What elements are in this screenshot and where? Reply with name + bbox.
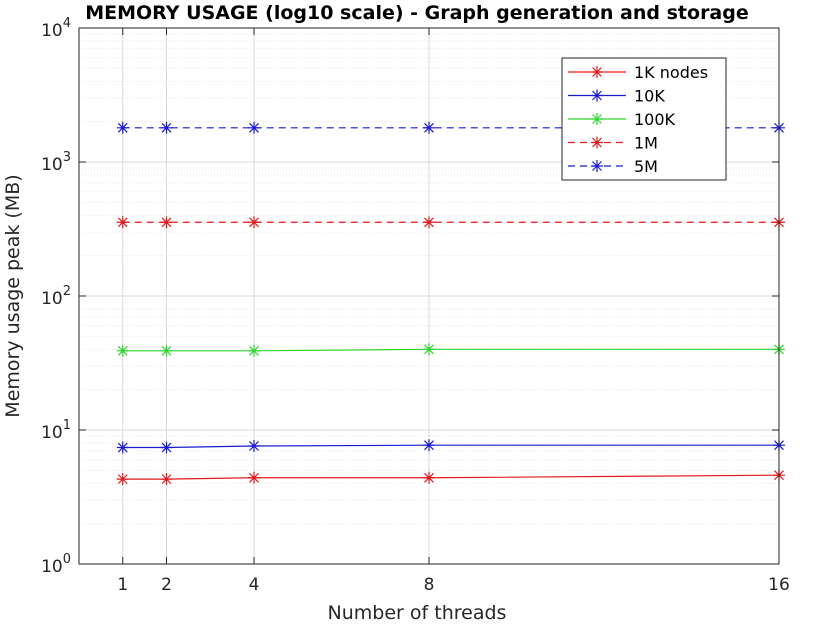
x-tick-label: 16 bbox=[768, 575, 790, 595]
data-point-marker bbox=[423, 343, 435, 356]
data-point-marker bbox=[248, 439, 260, 452]
legend-label: 10K bbox=[634, 87, 665, 106]
data-point-marker bbox=[248, 344, 260, 357]
y-tick-label-exponent: 3 bbox=[63, 150, 71, 165]
series-line bbox=[122, 348, 779, 352]
legend-label: 100K bbox=[634, 110, 676, 129]
y-tick-label: 104 bbox=[41, 16, 71, 41]
y-tick-label-base: 10 bbox=[41, 21, 63, 41]
legend-marker bbox=[591, 66, 603, 78]
data-point-marker bbox=[116, 216, 129, 229]
data-point-marker bbox=[116, 344, 129, 357]
x-axis-label: Number of threads bbox=[328, 602, 507, 624]
series-line bbox=[122, 474, 780, 480]
data-point-marker bbox=[160, 441, 173, 454]
legend-marker bbox=[591, 136, 603, 149]
legend-label: 1M bbox=[634, 134, 658, 153]
data-point-marker bbox=[423, 471, 435, 484]
y-axis-label: Memory usage peak (MB) bbox=[2, 174, 24, 417]
data-point-marker bbox=[160, 473, 173, 486]
series-1m bbox=[116, 216, 785, 229]
data-point-marker bbox=[116, 121, 129, 134]
series-1k-nodes bbox=[116, 469, 785, 486]
data-point-marker bbox=[160, 121, 173, 134]
legend-item[interactable]: 100K bbox=[568, 110, 676, 129]
chart-title: MEMORY USAGE (log10 scale) - Graph gener… bbox=[85, 2, 749, 24]
legend-item[interactable]: 1K nodes bbox=[568, 63, 708, 82]
y-tick-label-base: 10 bbox=[41, 557, 63, 577]
y-tick-label-base: 10 bbox=[41, 155, 63, 175]
data-point-marker bbox=[248, 471, 260, 484]
legend-marker bbox=[591, 113, 603, 125]
x-tick-label: 2 bbox=[161, 575, 172, 595]
legend-item[interactable]: 1M bbox=[568, 134, 658, 153]
data-point-marker bbox=[160, 216, 173, 229]
x-tick-label: 4 bbox=[249, 575, 260, 595]
y-tick-label-exponent: 2 bbox=[63, 284, 71, 299]
data-point-marker bbox=[116, 473, 129, 486]
data-point-marker bbox=[248, 216, 260, 229]
x-tick-label: 1 bbox=[117, 575, 128, 595]
legend-marker bbox=[591, 160, 603, 172]
series-layer bbox=[116, 121, 785, 486]
legend-label: 5M bbox=[634, 157, 658, 176]
y-tick-label: 103 bbox=[41, 150, 71, 175]
series-100k bbox=[116, 343, 785, 357]
legend-label: 1K nodes bbox=[634, 63, 708, 82]
legend-item[interactable]: 10K bbox=[568, 87, 665, 106]
legend[interactable]: 1K nodes 10K 100K 1M 5M bbox=[561, 57, 727, 181]
x-tick-label: 8 bbox=[424, 575, 435, 595]
y-tick-label-exponent: 4 bbox=[63, 16, 71, 31]
series-line bbox=[122, 444, 779, 449]
y-tick-label: 101 bbox=[41, 418, 71, 443]
data-point-marker bbox=[423, 121, 435, 134]
legend-marker bbox=[591, 89, 603, 102]
data-point-marker bbox=[160, 344, 173, 357]
y-tick-label-exponent: 0 bbox=[63, 552, 71, 567]
data-point-marker bbox=[423, 216, 435, 229]
data-point-marker bbox=[116, 441, 129, 454]
data-point-marker bbox=[248, 121, 260, 134]
series-10k bbox=[116, 439, 785, 454]
y-tick-label-base: 10 bbox=[41, 423, 63, 443]
data-point-marker bbox=[423, 439, 435, 452]
legend-item[interactable]: 5M bbox=[568, 157, 658, 176]
y-tick-label: 100 bbox=[41, 552, 71, 577]
y-tick-label: 102 bbox=[41, 284, 71, 309]
y-tick-label-exponent: 1 bbox=[63, 418, 71, 433]
y-tick-label-base: 10 bbox=[41, 289, 63, 309]
